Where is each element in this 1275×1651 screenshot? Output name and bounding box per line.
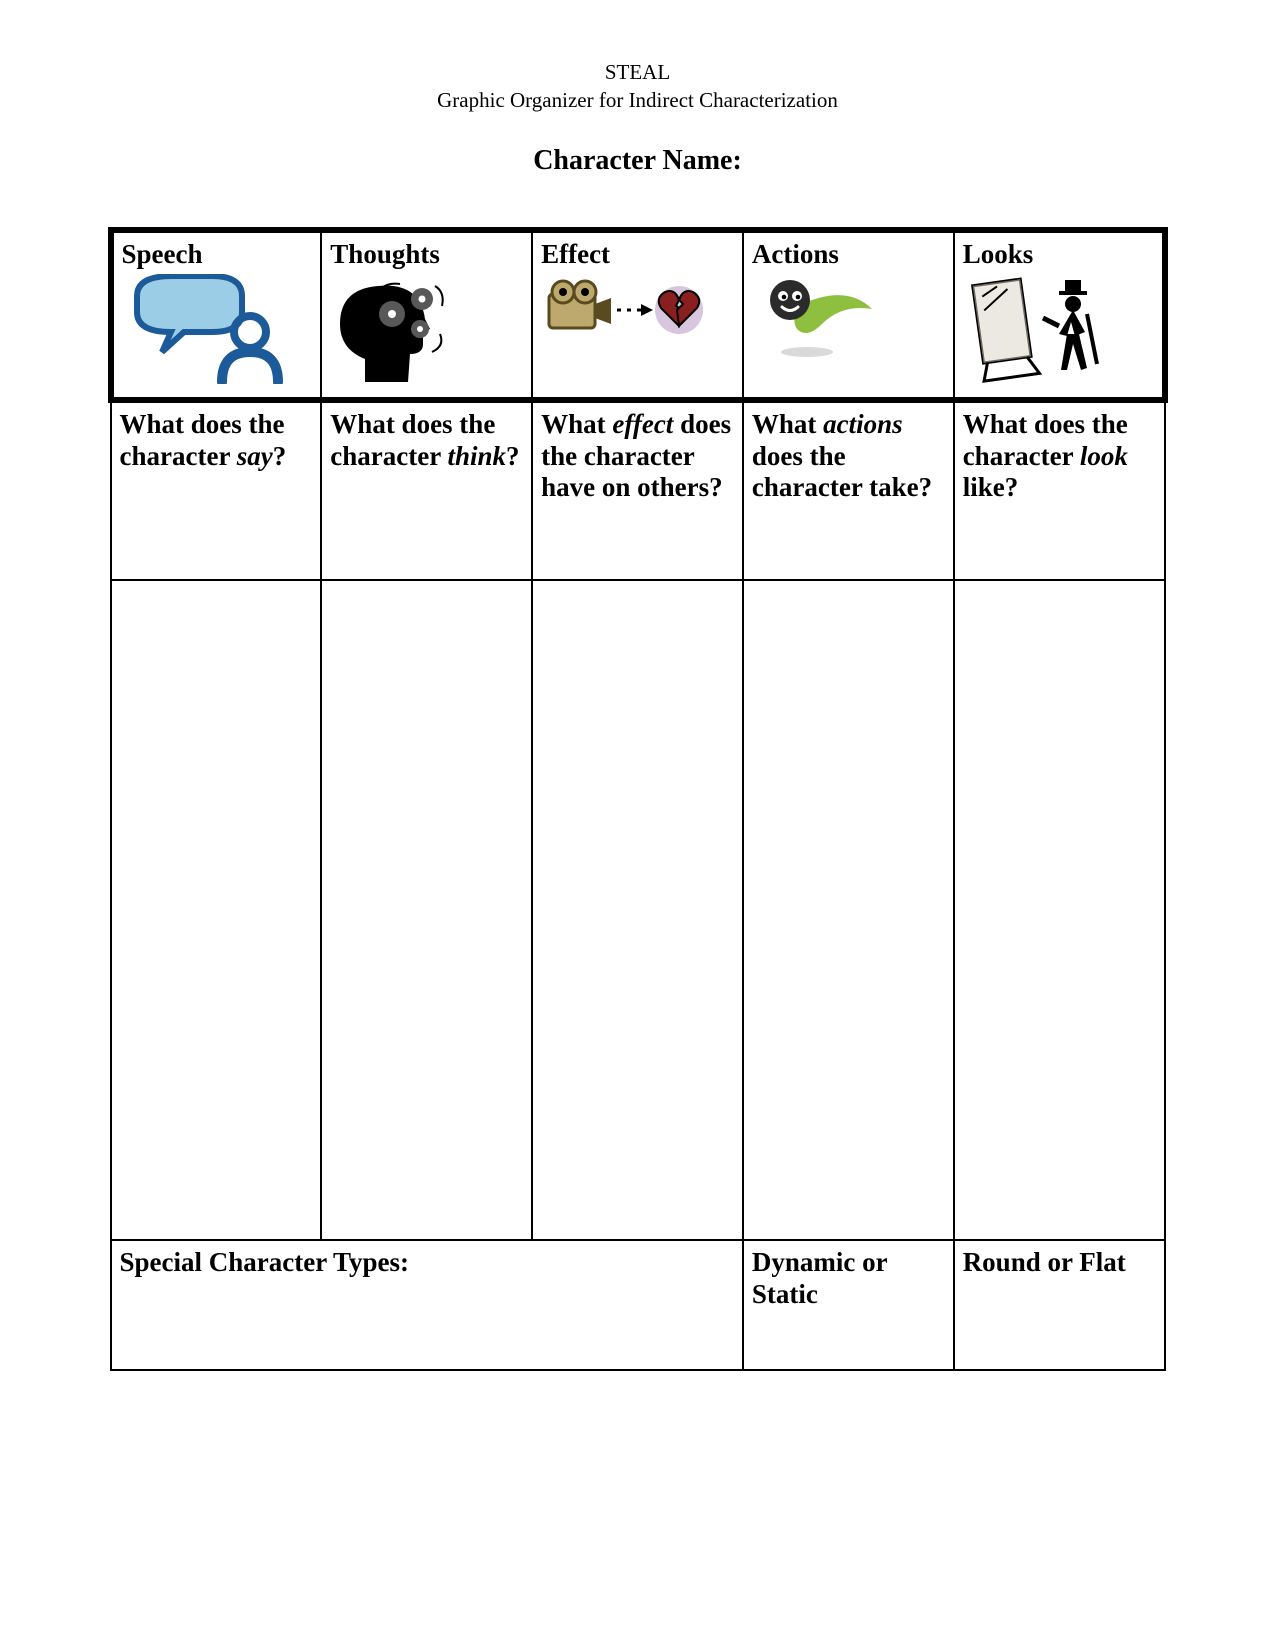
header-cell-effect: Effect [532, 230, 743, 400]
actions-icon [752, 274, 945, 384]
q-emph: say [237, 441, 273, 471]
header-cell-thoughts: Thoughts [321, 230, 532, 400]
footer-round: Round or Flat [954, 1240, 1165, 1370]
q-text: What [752, 409, 823, 439]
blank-cell [532, 580, 743, 1240]
question-row: What does the character say? What does t… [111, 400, 1165, 580]
q-emph: actions [823, 409, 903, 439]
table-header-row: Speech Thoughts [111, 230, 1165, 400]
question-cell: What does the character say? [111, 400, 322, 580]
q-text: like? [963, 472, 1019, 502]
header-cell-speech: Speech [111, 230, 322, 400]
footer-special: Special Character Types: [111, 1240, 743, 1370]
footer-row: Special Character Types: Dynamic or Stat… [111, 1240, 1165, 1370]
header-label: Thoughts [330, 239, 523, 270]
header-label: Looks [963, 239, 1154, 270]
blank-cell [954, 580, 1165, 1240]
q-text: ? [506, 441, 520, 471]
question-cell: What actions does the character take? [743, 400, 954, 580]
header-line-2: Graphic Organizer for Indirect Character… [95, 86, 1180, 114]
q-text: ? [273, 441, 287, 471]
header-label: Actions [752, 239, 945, 270]
q-emph: look [1080, 441, 1128, 471]
header-line-1: STEAL [95, 58, 1180, 86]
blank-cell [111, 580, 322, 1240]
effect-icon [541, 274, 734, 384]
blank-cell [743, 580, 954, 1240]
q-emph: think [448, 441, 507, 471]
q-text: does the character take? [752, 441, 932, 503]
header-cell-looks: Looks [954, 230, 1165, 400]
q-text: What [541, 409, 612, 439]
question-cell: What does the character look like? [954, 400, 1165, 580]
page: STEAL Graphic Organizer for Indirect Cha… [0, 0, 1275, 1651]
blank-row [111, 580, 1165, 1240]
question-cell: What does the character think? [321, 400, 532, 580]
footer-dynamic: Dynamic or Static [743, 1240, 954, 1370]
page-title: Character Name: [95, 145, 1180, 177]
question-cell: What effect does the character have on o… [532, 400, 743, 580]
q-emph: effect [612, 409, 673, 439]
blank-cell [321, 580, 532, 1240]
thoughts-icon [330, 274, 523, 384]
looks-icon [963, 274, 1154, 384]
organizer-table: Speech Thoughts [108, 227, 1168, 1371]
header-label: Speech [122, 239, 313, 270]
header-label: Effect [541, 239, 734, 270]
speech-icon [122, 274, 313, 384]
header-cell-actions: Actions [743, 230, 954, 400]
